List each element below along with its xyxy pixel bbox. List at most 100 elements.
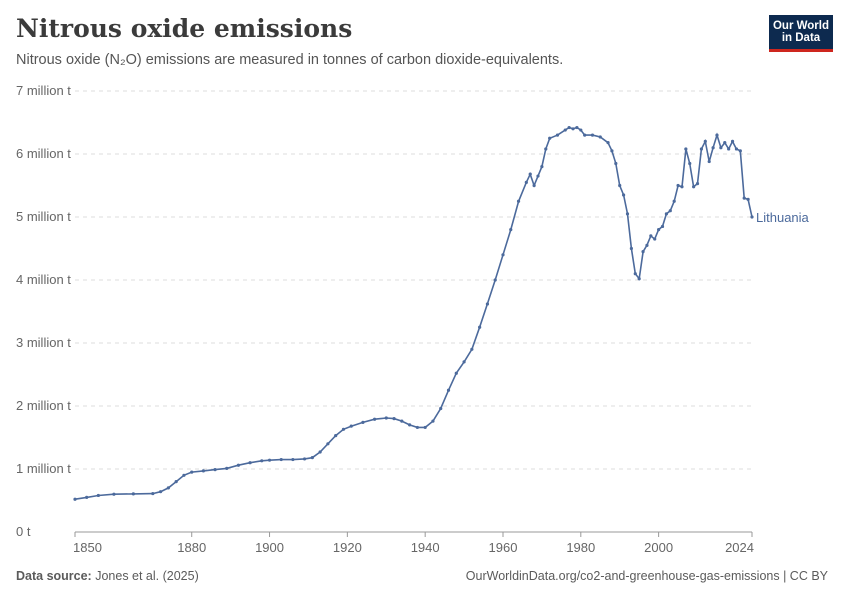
data-point[interactable] [532,183,536,188]
data-point[interactable] [454,371,458,375]
data-point[interactable] [723,141,727,145]
data-point[interactable] [509,228,513,232]
data-point[interactable] [131,492,135,496]
data-point[interactable] [680,185,684,189]
data-point[interactable] [158,490,163,494]
data-point[interactable] [201,469,205,473]
data-point[interactable] [668,209,672,213]
data-point[interactable] [478,325,482,329]
data-point[interactable] [563,128,567,132]
data-point[interactable] [719,146,723,150]
data-point[interactable] [439,406,443,411]
data-point[interactable] [493,278,497,282]
data-point[interactable] [279,457,283,462]
data-point[interactable] [567,125,571,130]
data-point[interactable] [548,136,552,140]
series-layer[interactable]: Lithuania [73,125,810,501]
data-point[interactable] [641,250,645,254]
data-point[interactable] [310,456,314,460]
data-point[interactable] [260,459,264,463]
data-point[interactable] [462,360,466,364]
source-url[interactable]: OurWorldinData.org/co2-and-greenhouse-ga… [465,569,828,583]
data-point[interactable] [166,486,170,490]
data-point[interactable] [524,180,528,184]
data-point[interactable] [540,165,544,169]
data-point[interactable] [213,468,217,472]
data-point[interactable] [707,159,711,164]
data-point[interactable] [174,480,178,484]
data-point[interactable] [73,497,77,501]
data-point[interactable] [664,212,669,216]
data-point[interactable] [151,491,155,496]
data-point[interactable] [341,427,346,431]
data-point[interactable] [590,133,595,137]
data-point[interactable] [501,253,505,257]
data-point[interactable] [734,147,739,151]
data-point[interactable] [372,417,377,421]
data-point[interactable] [653,237,657,241]
data-point[interactable] [730,139,735,143]
data-point[interactable] [598,135,602,139]
data-point[interactable] [431,419,435,423]
data-point[interactable] [112,492,116,496]
owid-logo[interactable]: Our World in Data [769,15,833,52]
data-point[interactable] [96,493,100,498]
data-point[interactable] [528,172,532,176]
data-point[interactable] [267,458,272,462]
series-line-lithuania[interactable] [74,126,753,500]
data-point[interactable] [614,161,618,166]
data-point[interactable] [544,147,548,151]
data-point[interactable] [392,417,396,421]
data-point[interactable] [408,423,412,427]
data-point[interactable] [711,146,715,150]
data-point[interactable] [688,161,692,166]
data-point[interactable] [660,224,665,229]
data-point[interactable] [606,141,610,145]
data-point[interactable] [649,234,653,238]
data-point[interactable] [684,147,688,151]
data-point[interactable] [571,127,575,131]
data-point[interactable] [629,246,633,251]
data-point[interactable] [637,277,641,281]
data-point[interactable] [361,420,365,424]
data-point[interactable] [692,185,696,189]
data-point[interactable] [536,174,540,178]
data-point[interactable] [625,212,630,216]
data-point[interactable] [446,388,451,392]
data-point[interactable] [583,133,587,137]
data-source-value[interactable]: Jones et al. (2025) [91,569,199,583]
data-point[interactable] [236,463,241,467]
data-point[interactable] [190,470,194,474]
data-point[interactable] [618,183,622,188]
data-point[interactable] [182,473,186,477]
data-point[interactable] [423,425,427,430]
data-point[interactable] [318,450,322,454]
data-point[interactable] [746,197,750,201]
data-point[interactable] [610,149,614,153]
data-point[interactable] [703,139,707,143]
data-point[interactable] [291,457,295,462]
data-point[interactable] [555,133,560,137]
data-point[interactable] [715,133,719,137]
data-point[interactable] [302,457,307,461]
data-point[interactable] [575,125,579,130]
data-point[interactable] [633,272,637,276]
data-point[interactable] [738,149,742,153]
data-point[interactable] [470,347,474,351]
data-point[interactable] [384,416,388,420]
data-point[interactable] [485,302,490,306]
data-point[interactable] [622,193,626,197]
data-point[interactable] [645,243,649,247]
data-point[interactable] [326,442,330,446]
data-point[interactable] [334,434,338,438]
data-point[interactable] [579,128,583,132]
data-point[interactable] [516,199,521,203]
data-point[interactable] [750,215,754,219]
data-point[interactable] [657,228,661,232]
data-point[interactable] [699,147,704,151]
data-point[interactable] [349,424,353,428]
data-point[interactable] [727,147,731,151]
data-point[interactable] [248,461,252,465]
data-point[interactable] [695,182,700,186]
data-point[interactable] [400,419,404,423]
